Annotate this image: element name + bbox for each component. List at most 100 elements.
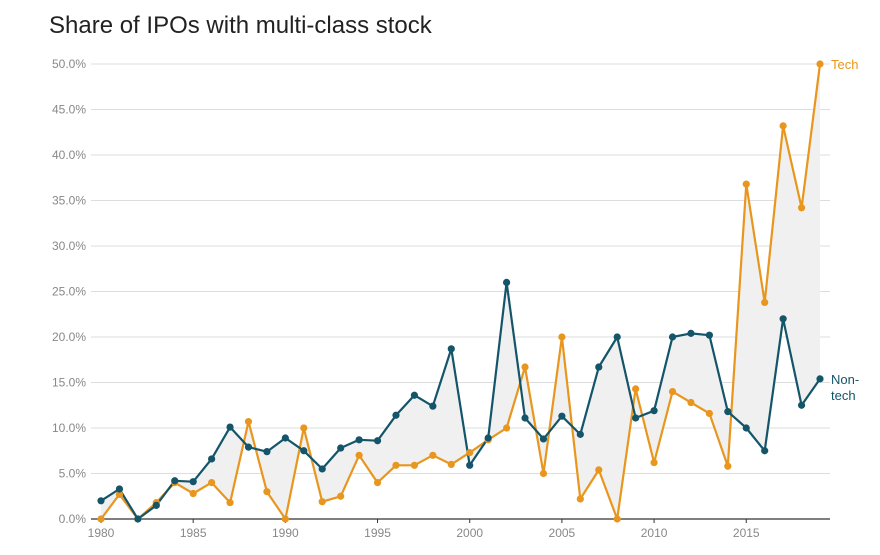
data-point <box>337 444 345 452</box>
data-point <box>558 412 566 420</box>
data-point <box>797 204 806 212</box>
data-point <box>97 497 105 505</box>
data-point <box>613 515 621 523</box>
data-point <box>687 329 695 337</box>
y-tick-label: 50.0% <box>52 57 86 71</box>
data-point <box>355 436 363 444</box>
data-point <box>742 424 750 432</box>
data-point <box>502 278 511 286</box>
data-point <box>797 401 806 409</box>
data-point <box>115 485 124 493</box>
tick-labels: 0.0% 5.0% 10.0% 15.0% 20.0% 25.0% 30.0% 35.0% 40… <box>52 57 760 540</box>
data-point <box>226 423 234 431</box>
data-point <box>392 411 400 419</box>
x-tick-label: 2000 <box>456 526 483 540</box>
series-label-1: Non-tech <box>831 372 859 403</box>
x-tick-label: 2005 <box>549 526 576 540</box>
data-point <box>613 333 621 341</box>
series-labels: Tech Non-tech <box>831 57 859 403</box>
data-point <box>558 333 566 341</box>
data-point <box>816 60 824 68</box>
data-point <box>779 122 787 130</box>
y-tick-label: 5.0% <box>59 467 87 481</box>
data-point <box>171 477 179 485</box>
data-point <box>429 451 437 459</box>
series-line-0 <box>100 63 822 521</box>
series-label-line: Non- <box>831 372 859 387</box>
data-point <box>189 489 197 498</box>
x-tick-label: 2010 <box>641 526 668 540</box>
data-point <box>816 375 824 383</box>
data-point <box>668 333 677 341</box>
data-point <box>300 447 308 455</box>
data-point <box>650 458 658 467</box>
data-point <box>152 501 160 509</box>
data-point <box>410 391 419 399</box>
data-point <box>355 451 363 459</box>
data-point <box>410 461 419 469</box>
x-tick-label: 1995 <box>364 526 391 540</box>
data-point <box>761 298 769 307</box>
data-point <box>208 479 216 487</box>
data-point <box>263 488 271 496</box>
y-tick-label: 30.0% <box>52 239 86 253</box>
data-point <box>447 345 455 353</box>
x-tick-label: 1990 <box>272 526 299 540</box>
series-lines <box>100 63 822 521</box>
data-point <box>724 408 732 416</box>
data-point <box>687 398 695 407</box>
data-point <box>300 424 308 432</box>
data-point <box>115 490 124 499</box>
data-point <box>632 414 640 422</box>
series-label-line: Tech <box>831 57 858 72</box>
data-point <box>466 448 474 457</box>
data-point <box>466 461 474 469</box>
series-label-line: tech <box>831 388 856 403</box>
data-point <box>539 435 548 443</box>
data-point <box>521 414 529 422</box>
x-tick-label: 2015 <box>733 526 760 540</box>
y-tick-label: 40.0% <box>52 148 86 162</box>
data-point <box>134 515 142 523</box>
data-point <box>705 331 713 339</box>
data-point <box>595 363 603 371</box>
series-line-1 <box>100 281 821 521</box>
data-point <box>484 434 492 442</box>
data-point <box>705 409 713 418</box>
data-point <box>226 499 234 507</box>
data-point <box>632 385 640 393</box>
axes <box>91 518 830 523</box>
data-point <box>742 180 750 188</box>
data-point <box>521 363 529 371</box>
data-point <box>337 492 345 500</box>
data-point <box>281 434 289 442</box>
data-point <box>208 455 216 463</box>
chart-title: Share of IPOs with multi-class stock <box>49 12 432 39</box>
y-tick-label: 25.0% <box>52 285 86 299</box>
data-point <box>502 424 511 432</box>
data-point <box>318 465 326 473</box>
gap-band <box>101 64 820 519</box>
data-point <box>576 430 584 438</box>
data-point <box>429 402 437 410</box>
x-tick-label: 1985 <box>180 526 207 540</box>
data-point <box>539 469 548 478</box>
data-point <box>668 388 677 396</box>
y-tick-label: 20.0% <box>52 330 86 344</box>
data-point <box>263 448 271 456</box>
data-point <box>724 462 732 470</box>
data-point <box>650 407 658 415</box>
data-point <box>595 466 603 474</box>
data-point <box>244 443 253 451</box>
y-tick-label: 35.0% <box>52 194 86 208</box>
data-point <box>281 515 289 523</box>
data-point <box>97 515 105 523</box>
y-tick-label: 45.0% <box>52 103 86 117</box>
y-tick-label: 0.0% <box>59 512 87 526</box>
data-point <box>373 437 382 445</box>
y-tick-label: 15.0% <box>52 376 86 390</box>
data-point <box>576 495 584 503</box>
data-point <box>761 447 769 455</box>
data-point <box>779 315 787 323</box>
